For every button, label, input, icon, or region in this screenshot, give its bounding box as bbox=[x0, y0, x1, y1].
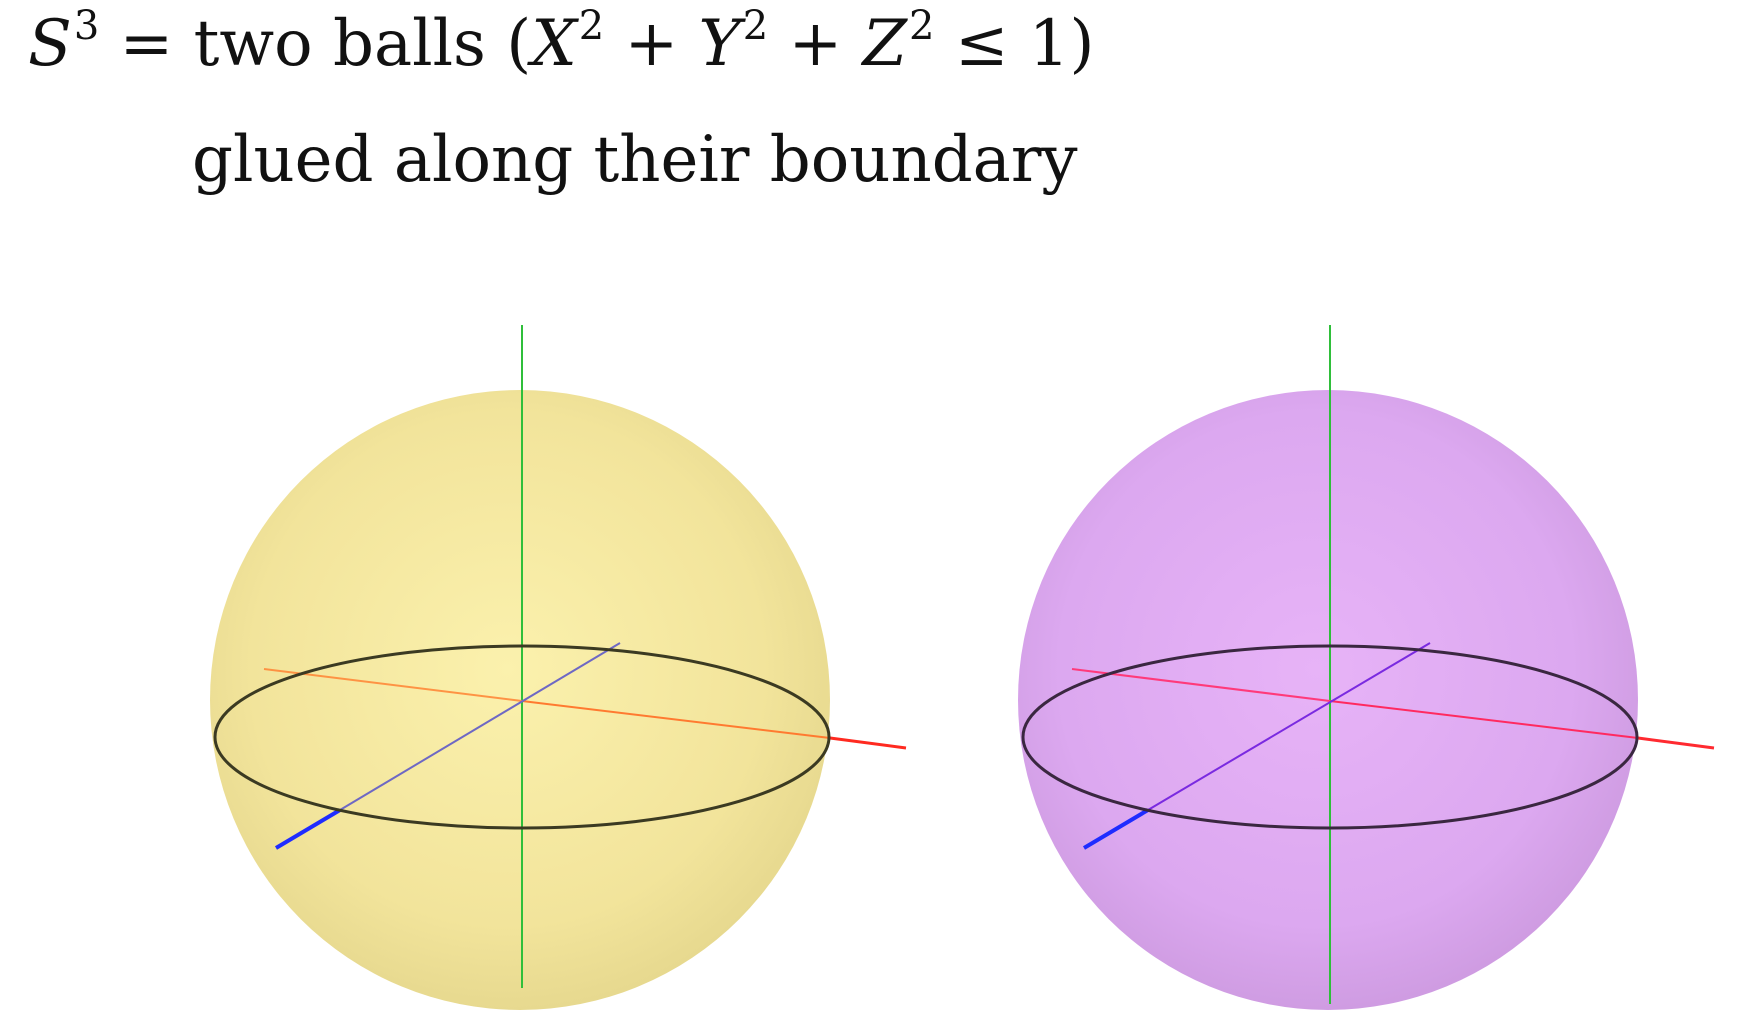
plus-sign-1: + bbox=[624, 7, 679, 81]
one-value: 1 bbox=[1028, 7, 1070, 81]
open-paren: ( bbox=[506, 7, 532, 81]
two-balls-text: two balls bbox=[193, 7, 486, 81]
right-depth-axis-outer bbox=[1082, 808, 1150, 850]
right-horizontal-axis-front bbox=[1329, 700, 1639, 739]
s-exponent: 3 bbox=[73, 3, 100, 49]
z-variable: Z bbox=[862, 7, 908, 81]
y-variable: Y bbox=[698, 7, 741, 81]
y-exponent: 2 bbox=[742, 3, 769, 49]
x-exponent: 2 bbox=[578, 3, 605, 49]
z-exponent: 2 bbox=[909, 3, 935, 49]
right-horizontal-axis-out bbox=[1637, 736, 1715, 750]
subtitle-text: glued along their boundary bbox=[192, 123, 1078, 197]
right-horizontal-axis-back bbox=[1071, 668, 1331, 702]
right-depth-axis-inner bbox=[1147, 642, 1431, 811]
equals-sign: = bbox=[119, 7, 174, 81]
left-horizontal-axis-front bbox=[521, 700, 831, 739]
left-ball bbox=[210, 325, 907, 1010]
right-equator bbox=[1021, 644, 1639, 830]
left-depth-axis-inner bbox=[339, 642, 621, 811]
leq-sign: ≤ bbox=[954, 7, 1009, 81]
left-depth-axis-outer bbox=[274, 808, 342, 850]
close-paren: ) bbox=[1069, 7, 1095, 81]
right-ball bbox=[1018, 325, 1715, 1010]
formula-line: S3 = two balls (X2 + Y2 + Z2 ≤ 1) bbox=[28, 6, 1094, 76]
x-variable: X bbox=[531, 7, 577, 81]
plus-sign-2: + bbox=[788, 7, 843, 81]
left-horizontal-axis-out bbox=[829, 736, 907, 750]
s-symbol: S bbox=[28, 7, 72, 81]
left-equator bbox=[213, 644, 831, 830]
left-horizontal-axis-back bbox=[263, 668, 523, 702]
